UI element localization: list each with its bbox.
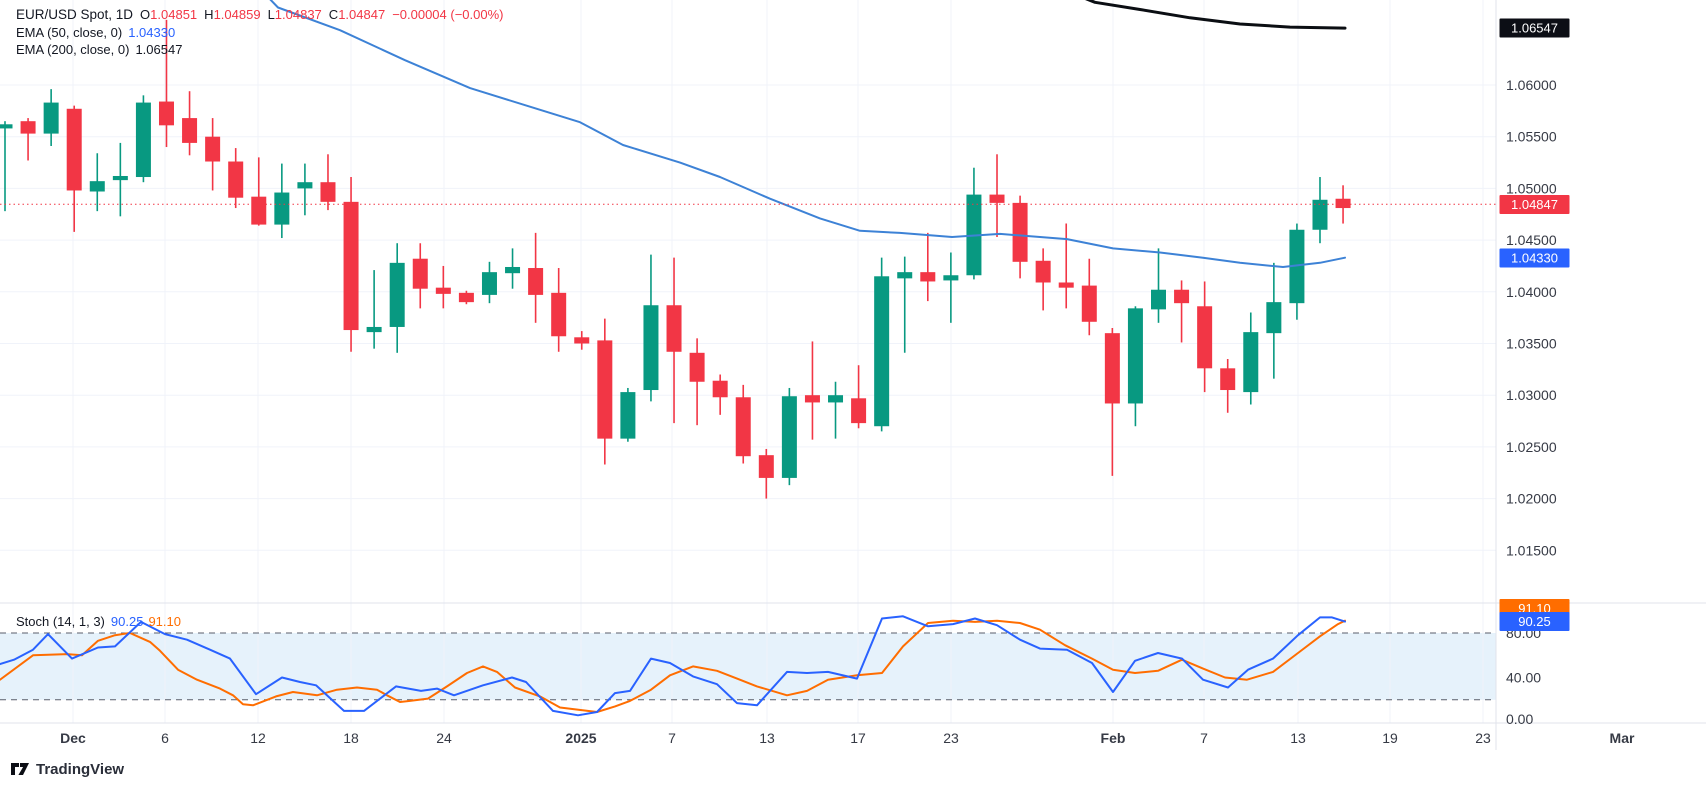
svg-text:0.00: 0.00 — [1506, 711, 1533, 727]
stochastic-legend[interactable]: Stoch (14, 1, 3) 90.25 91.10 — [16, 613, 181, 631]
svg-text:Dec: Dec — [60, 730, 86, 746]
svg-text:24: 24 — [436, 730, 452, 746]
svg-text:7: 7 — [668, 730, 676, 746]
symbol-title: EUR/USD Spot, 1D — [16, 7, 134, 22]
ema200-legend-row[interactable]: EMA (200, close, 0) 1.06547 — [16, 41, 504, 59]
axis-badge[interactable]: 90.25 — [1499, 612, 1570, 631]
tradingview-logo-icon — [11, 763, 29, 775]
axis-badge[interactable]: 1.04330 — [1499, 248, 1570, 268]
svg-text:1.04500: 1.04500 — [1506, 232, 1557, 248]
stoch-lines[interactable] — [0, 615, 1346, 717]
stoch-label: Stoch (14, 1, 3) — [16, 614, 105, 629]
svg-text:1.05000: 1.05000 — [1506, 180, 1557, 196]
ema50-legend-row[interactable]: EMA (50, close, 0) 1.04330 — [16, 24, 504, 42]
candles-layer[interactable] — [0, 19, 1351, 499]
svg-text:1.04847: 1.04847 — [1511, 197, 1558, 212]
svg-text:1.06000: 1.06000 — [1506, 77, 1557, 93]
stoch-band — [0, 633, 1496, 700]
svg-text:1.06547: 1.06547 — [1511, 21, 1558, 36]
close-value: 1.04847 — [338, 7, 386, 22]
stoch-k-value: 90.25 — [110, 614, 144, 629]
gridlines — [0, 0, 1496, 723]
svg-text:Mar: Mar — [1610, 730, 1635, 746]
stoch-d-line — [0, 619, 1346, 713]
svg-text:6: 6 — [161, 730, 169, 746]
svg-text:13: 13 — [1290, 730, 1306, 746]
svg-text:1.02000: 1.02000 — [1506, 491, 1557, 507]
low-value: 1.04837 — [274, 7, 322, 22]
ema200-value: 1.06547 — [135, 42, 183, 57]
svg-text:1.03000: 1.03000 — [1506, 387, 1557, 403]
svg-text:1.02500: 1.02500 — [1506, 439, 1557, 455]
stoch-k-line — [0, 615, 1346, 717]
time-axis[interactable]: Dec 6 12 18 24 2025 7 13 17 23 Feb 7 13 19 23 Mar — [60, 730, 1635, 746]
ema200-line[interactable] — [1058, 0, 1347, 30]
price-axis[interactable]: 1.06000 1.05500 1.05000 1.04500 1.04000 1.035… — [1499, 18, 1570, 728]
ema200-label: EMA (200, close, 0) — [16, 42, 130, 57]
tradingview-logo-text: TradingView — [36, 760, 125, 778]
svg-text:19: 19 — [1382, 730, 1398, 746]
stoch-d-value: 91.10 — [148, 614, 181, 629]
svg-text:7: 7 — [1200, 730, 1208, 746]
svg-text:1.05500: 1.05500 — [1506, 129, 1557, 145]
svg-text:2025: 2025 — [565, 730, 596, 746]
svg-text:40.00: 40.00 — [1506, 670, 1541, 686]
svg-text:Feb: Feb — [1101, 730, 1126, 746]
symbol-ohlc-row[interactable]: EUR/USD Spot, 1D O1.04851 H1.04859 L1.04837… — [16, 6, 504, 24]
high-label: H — [204, 7, 214, 22]
tradingview-logo[interactable]: TradingView — [10, 760, 124, 778]
svg-text:23: 23 — [943, 730, 959, 746]
ema50-label: EMA (50, close, 0) — [16, 24, 123, 40]
svg-text:23: 23 — [1475, 730, 1491, 746]
change-value: −0.00004 (−0.00%) — [392, 7, 504, 22]
svg-text:18: 18 — [343, 730, 359, 746]
svg-text:1.04330: 1.04330 — [1511, 251, 1558, 266]
svg-text:12: 12 — [250, 730, 266, 746]
low-label: L — [267, 7, 275, 22]
open-label: O — [140, 7, 151, 22]
axis-badge[interactable]: 1.06547 — [1499, 18, 1570, 38]
svg-text:13: 13 — [759, 730, 775, 746]
svg-text:1.03500: 1.03500 — [1506, 336, 1557, 352]
open-value: 1.04851 — [150, 7, 198, 22]
svg-text:1.04000: 1.04000 — [1506, 284, 1557, 300]
svg-text:1.01500: 1.01500 — [1506, 542, 1557, 558]
ema50-value: 1.04330 — [128, 24, 176, 40]
ema50-line[interactable] — [269, 0, 1346, 268]
svg-text:90.25: 90.25 — [1518, 614, 1551, 629]
axis-badge[interactable]: 1.04847 — [1499, 195, 1570, 214]
main-series-legend[interactable]: EUR/USD Spot, 1D O1.04851 H1.04859 L1.04837… — [16, 6, 504, 59]
high-value: 1.04859 — [213, 7, 261, 22]
svg-text:17: 17 — [850, 730, 866, 746]
close-label: C — [328, 7, 339, 22]
